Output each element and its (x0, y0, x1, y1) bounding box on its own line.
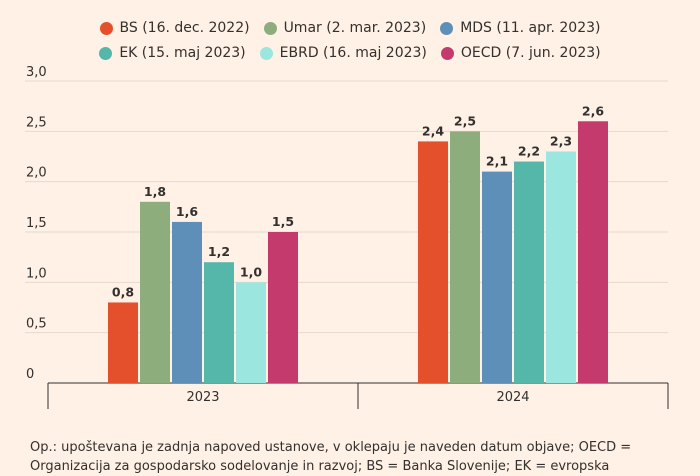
x-tick-label: 2024 (496, 390, 529, 405)
legend: BS (16. dec. 2022) Umar (2. mar. 2023) MDS… (0, 19, 700, 63)
bar (140, 201, 170, 383)
y-tick-label: 3,0 (26, 65, 47, 80)
data-label: 1,2 (208, 244, 230, 259)
legend-label: EK (15. maj 2023) (119, 45, 246, 61)
legend-swatch (99, 22, 113, 35)
legend-item: Umar (2. mar. 2023) (263, 19, 427, 38)
legend-item: BS (16. dec. 2022) (99, 19, 250, 38)
y-tick-label: 2,5 (26, 115, 47, 130)
bar (514, 161, 544, 383)
legend-swatch (440, 47, 454, 60)
y-tick-label: 2,0 (26, 166, 47, 181)
x-tick-label: 2023 (186, 390, 219, 405)
y-tick-label: 0,5 (26, 317, 47, 332)
data-label: 2,1 (486, 154, 508, 169)
bar (268, 232, 298, 383)
legend-item: EK (15. maj 2023) (99, 44, 246, 63)
data-label: 1,6 (176, 204, 198, 219)
bar (418, 141, 448, 383)
legend-swatch (263, 22, 277, 35)
y-tick-label: 1,0 (26, 266, 47, 281)
data-label: 0,8 (112, 284, 134, 299)
bar (172, 221, 202, 383)
bar (204, 262, 234, 383)
legend-label: OECD (7. jun. 2023) (460, 45, 601, 61)
legend-label: EBRD (16. maj 2023) (279, 45, 427, 61)
legend-item: OECD (7. jun. 2023) (440, 44, 601, 63)
bar (482, 171, 512, 383)
y-tick-label: 1,5 (26, 216, 47, 231)
legend-swatch (259, 47, 273, 60)
legend-item: EBRD (16. maj 2023) (259, 44, 427, 63)
bar (450, 131, 480, 383)
data-label: 2,6 (582, 103, 604, 118)
bar (108, 302, 138, 383)
legend-label: BS (16. dec. 2022) (119, 20, 250, 36)
bar (236, 282, 266, 383)
bar (546, 151, 576, 383)
footnote: Op.: upoštevana je zadnja napoved ustano… (30, 440, 632, 474)
y-tick-label: 0 (26, 367, 34, 382)
bar (578, 121, 608, 384)
legend-swatch (99, 47, 113, 60)
data-label: 2,5 (454, 113, 476, 128)
legend-label: MDS (11. apr. 2023) (460, 20, 601, 36)
data-label: 1,0 (240, 264, 262, 279)
data-label: 1,8 (144, 184, 166, 199)
legend-swatch (440, 22, 454, 35)
data-label: 1,5 (272, 214, 294, 229)
legend-item: MDS (11. apr. 2023) (440, 19, 601, 38)
legend-label: Umar (2. mar. 2023) (283, 20, 427, 36)
data-label: 2,4 (422, 123, 444, 138)
data-label: 2,3 (550, 133, 572, 148)
data-label: 2,2 (518, 144, 540, 159)
